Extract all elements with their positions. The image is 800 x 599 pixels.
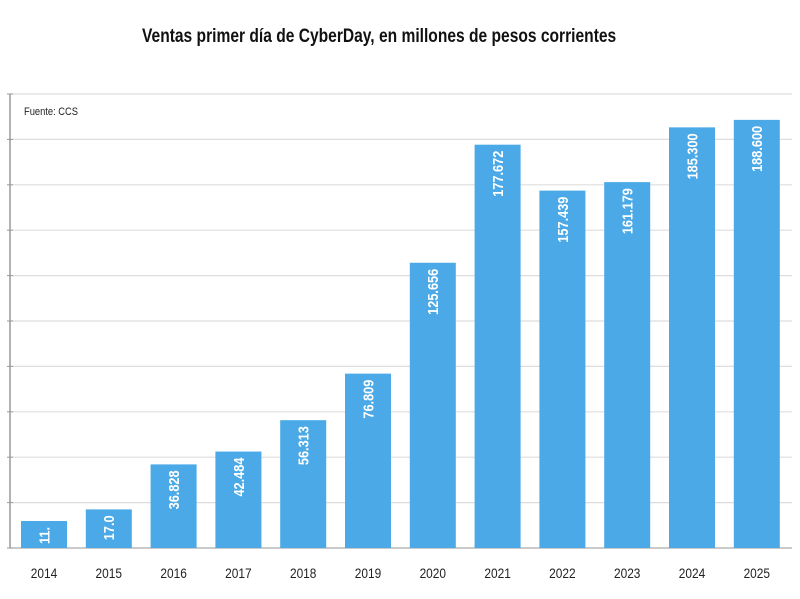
bar-2022 [539, 190, 586, 548]
bar-2014 [21, 520, 67, 548]
x-tick-label-2018: 2018 [290, 565, 316, 581]
data-label-2014: 11. [35, 527, 52, 544]
x-tick-label-2014: 2014 [31, 565, 57, 581]
x-tick-label-2024: 2024 [679, 565, 705, 581]
x-tick-label-2017: 2017 [225, 565, 251, 581]
x-tick-label-2022: 2022 [549, 565, 575, 581]
x-tick-label-2016: 2016 [160, 565, 186, 581]
x-tick-label-2025: 2025 [744, 565, 770, 581]
x-tick-label-2023: 2023 [614, 565, 640, 581]
x-tick-label-2015: 2015 [96, 565, 122, 581]
bar-2025 [733, 119, 780, 549]
data-label-2017: 42.484 [230, 457, 247, 496]
bar-2021 [474, 144, 521, 548]
data-label-2024: 185.300 [683, 133, 700, 179]
bar-2019 [345, 373, 391, 548]
x-tick-label-2020: 2020 [420, 565, 446, 581]
data-label-2018: 56.313 [295, 426, 312, 465]
bar-2023 [604, 182, 651, 549]
data-label-2016: 36.828 [165, 470, 182, 509]
x-tick-label-2019: 2019 [355, 565, 381, 581]
bar-2018 [280, 420, 327, 548]
bar-2015 [85, 509, 132, 548]
x-tick-label-2021: 2021 [484, 565, 510, 581]
bar-2024 [669, 127, 715, 548]
data-label-2020: 125.656 [424, 269, 441, 315]
bar-2016 [150, 464, 197, 548]
data-label-2021: 177.672 [489, 150, 506, 196]
bar-2017 [215, 451, 262, 548]
data-label-2019: 76.809 [359, 379, 376, 418]
data-label-2015: 17.0 [100, 515, 117, 540]
source-note: Fuente: CCS [24, 106, 79, 118]
chart-title: Ventas primer día de CyberDay, en millon… [141, 26, 617, 47]
data-label-2025: 188.600 [748, 126, 765, 172]
data-label-2022: 157.439 [554, 196, 571, 242]
bar-2020 [409, 262, 456, 548]
data-label-2023: 161.179 [619, 188, 636, 234]
